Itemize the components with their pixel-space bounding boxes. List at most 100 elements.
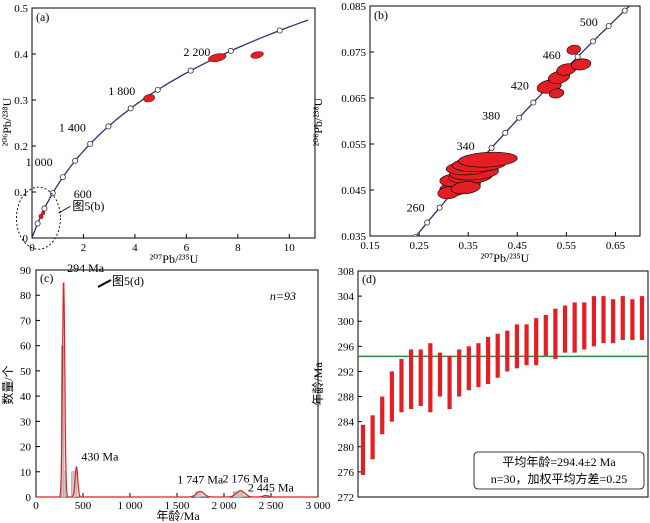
panel-c-xtick-label: 1 500 (165, 500, 190, 512)
concordia-age-label: 460 (543, 48, 561, 62)
age-error-bar (409, 349, 414, 410)
concordia-age-marker (590, 38, 597, 45)
concordia-age-label: 260 (407, 201, 425, 215)
panel-a-ylabel: ²⁰⁶Pb/²³⁸U (0, 97, 14, 146)
panel-b-xtick-label: 0.55 (557, 240, 577, 252)
panel-d-ytick-label: 304 (338, 291, 355, 303)
panel-c-ytick-label: 90 (20, 265, 32, 277)
concordia-age-marker (154, 86, 161, 93)
panel-a-ytick-label: 0.4 (14, 49, 28, 61)
panel-c-ylabel: 数量/个 (0, 365, 15, 404)
panel-b-xlabel: ²⁰⁷Pb/²³⁵U (481, 251, 530, 265)
panel-d-frame (357, 270, 649, 498)
concordia-age-marker (516, 114, 523, 121)
age-error-bar (466, 346, 471, 391)
sample-count: n=93 (270, 289, 296, 303)
peak-label: 430 Ma (81, 450, 119, 464)
age-error-bar (370, 415, 375, 460)
panel-d-ytick-label: 296 (338, 341, 355, 353)
data-ellipse (38, 213, 44, 219)
age-error-bar (582, 302, 587, 350)
panel-a-ytick-label: 0.1 (14, 187, 28, 199)
panel-d-ytick-label: 272 (338, 492, 355, 504)
panel-c-label: (c) (40, 271, 53, 285)
age-error-bar (495, 333, 500, 378)
panel-a-ytick-label: 0.5 (14, 3, 28, 15)
panel-c-ytick-label: 50 (20, 366, 32, 378)
panel-a: 0 2 4 6 8 1000.10.20.30.40.5(a)²⁰⁷Pb/²³⁵U²⁰⁶P… (0, 3, 316, 266)
panel-c-ytick-label: 60 (20, 341, 32, 353)
panel-d-ytick-label: 300 (338, 316, 355, 328)
panel-a-ytick-label: 0.3 (14, 95, 28, 107)
panel-d-ylabel: 年龄/Ma (311, 362, 325, 406)
age-error-bar (611, 299, 616, 344)
age-error-bar (505, 330, 510, 372)
age-error-bar (514, 324, 520, 369)
panel-d-ytick-label: 276 (338, 467, 355, 479)
data-ellipse (571, 58, 592, 71)
peak-label: 294 Ma (67, 261, 105, 275)
summary-mswd: n=30，加权平均方差=0.25 (491, 471, 628, 486)
concordia-age-marker (424, 219, 431, 226)
age-error-bar (601, 296, 606, 344)
concordia-age-marker (187, 67, 194, 74)
panel-b-ytick-label: 0.035 (341, 231, 366, 243)
data-ellipse (41, 210, 46, 215)
data-ellipse (566, 44, 581, 55)
age-error-bar (418, 349, 423, 406)
panel-c-frame (35, 269, 319, 498)
panel-b-frame (369, 5, 641, 237)
panel-a-xtick-label: 10 (284, 242, 296, 254)
concordia-age-marker (41, 205, 48, 212)
panel-c-xtick-label: 3 000 (306, 500, 331, 512)
concordia-age-marker (49, 190, 56, 197)
age-error-bar (389, 371, 394, 422)
age-error-bar (399, 358, 404, 413)
concordia-age-label: 600 (74, 187, 92, 201)
concordia-age-marker (34, 220, 41, 227)
age-error-bar (534, 318, 539, 366)
panel-d-ytick-label: 292 (338, 366, 355, 378)
concordia-age-marker (502, 129, 509, 136)
concordia-age-marker (276, 27, 283, 34)
panel-c-xtick-label: 0 (33, 500, 39, 512)
peak-label: 2 176 Ma (223, 472, 270, 486)
concordia-age-marker (530, 99, 537, 106)
age-error-bar (620, 296, 625, 341)
concordia-age-label: 340 (457, 139, 475, 153)
panel-a-xtick-label: 6 (184, 242, 190, 254)
panel-b-ytick-label: 0.045 (341, 185, 366, 197)
age-error-bar (457, 349, 462, 397)
panel-c: 0 500 1 000 1 500 2 000 2 500 3 000 0 10 20 30 40 50… (0, 261, 331, 523)
age-error-bar (524, 324, 529, 366)
panel-b-xtick-label: 0.35 (459, 240, 479, 252)
panel-c-xtick-label: 2 500 (259, 500, 284, 512)
panel-c-xtick-label: 2 000 (212, 500, 237, 512)
panel-d: 272 276 280 284 288 292 296 300 304 308 (d) 年龄/Ma 平均… (311, 266, 649, 504)
zoom-leader-line (58, 205, 71, 214)
age-error-bar (630, 299, 635, 341)
kde-area (36, 283, 318, 497)
panel-c-xtick-label: 500 (75, 500, 92, 512)
panel-c-xtick-label: 1 000 (118, 500, 143, 512)
age-error-bar (553, 308, 558, 359)
concordia-age-marker (87, 140, 94, 147)
data-ellipse (208, 53, 227, 63)
concordia-age-marker (127, 105, 134, 112)
concordia-age-marker (59, 174, 66, 181)
concordia-age-label: 1 400 (59, 120, 86, 134)
panel-a-ytick-label: 0 (23, 233, 29, 245)
panel-a-xtick-label: 4 (132, 242, 138, 254)
panel-b-xtick-label: 0.65 (606, 240, 626, 252)
age-error-bar (476, 343, 481, 388)
concordia-age-marker (621, 7, 628, 14)
panel-d-ytick-label: 308 (338, 266, 355, 278)
concordia-age-label: 1 000 (26, 155, 53, 169)
age-error-bar (360, 424, 366, 476)
concordia-age-marker (574, 53, 581, 60)
panel-b-ytick-label: 0.065 (341, 93, 366, 105)
panel-a-xtick-label: 8 (235, 242, 241, 254)
panel-b-xtick-label: 0.15 (360, 240, 380, 252)
panel-a-xtick-label: 2 (81, 242, 87, 254)
